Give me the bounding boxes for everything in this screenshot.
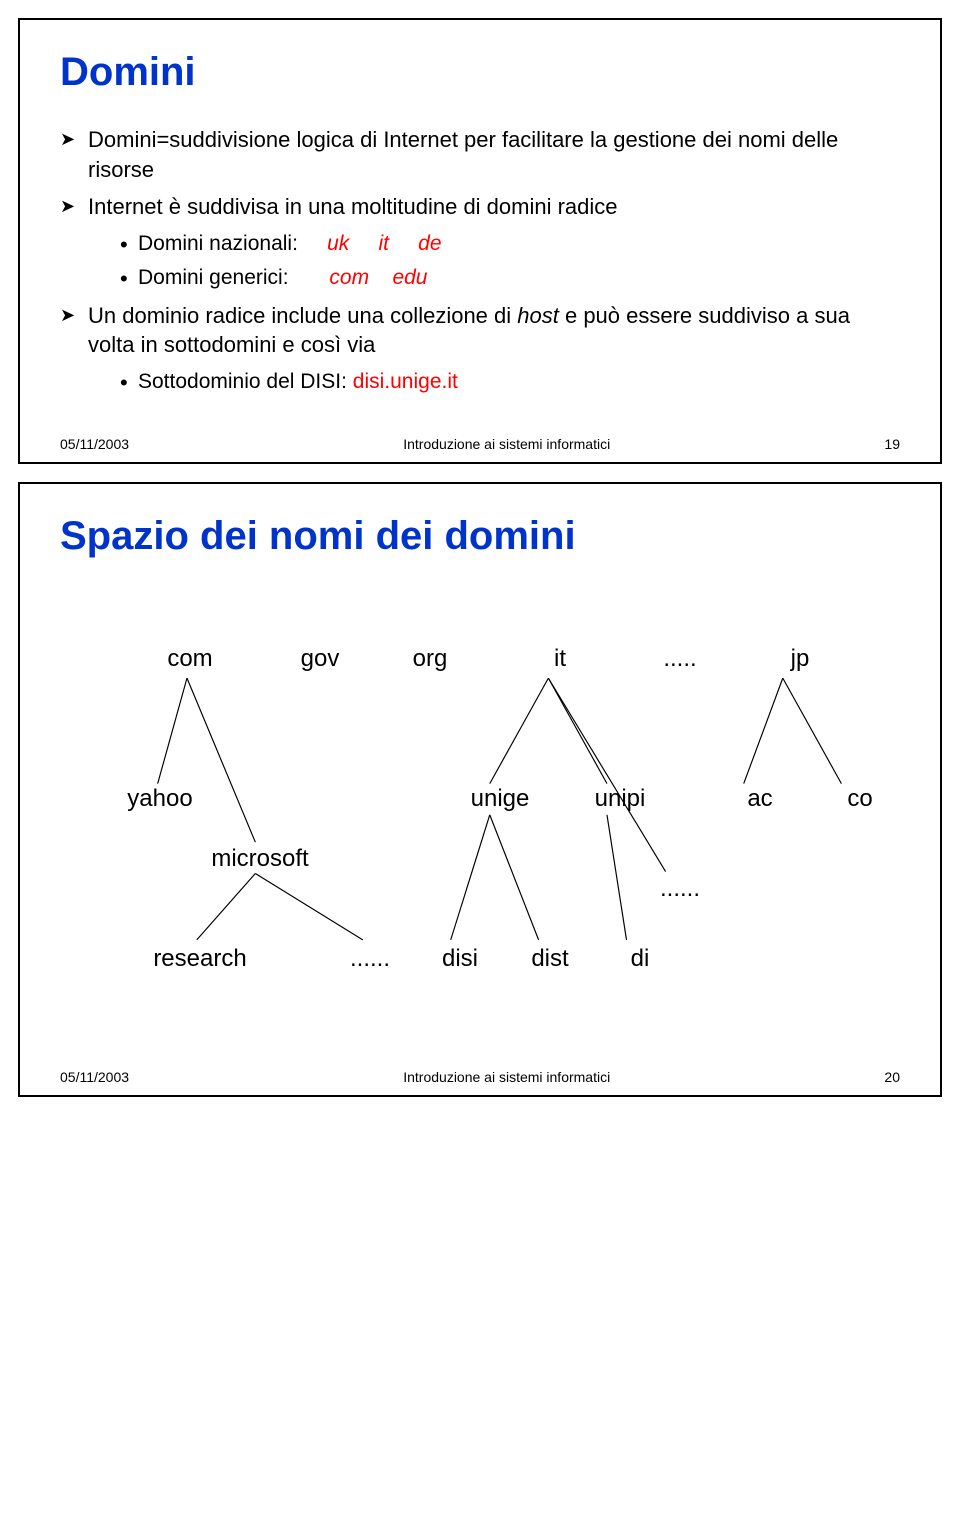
footer-date: 05/11/2003 [60,1069,129,1085]
bullet-sub-item: Domini nazionali: uk it de [120,230,900,258]
tree-edge [187,679,255,843]
sub-value: de [418,232,441,255]
footer-page: 20 [884,1069,900,1085]
tree-node-microsoft: microsoft [211,845,308,873]
slide-title: Spazio dei nomi dei domini [60,514,900,559]
tree-edge [548,679,665,872]
tree-node-dots2: ...... [350,945,390,973]
domain-tree: com gov org it..... jp yahoo microsoft research… [60,589,900,1029]
bullet-item: Domini=suddivisione logica di Internet p… [60,125,900,184]
bullet-list: Domini=suddivisione logica di Internet p… [60,125,900,396]
tree-node-disi: disi [442,945,478,973]
sub-label: Domini generici: [138,266,289,289]
tree-node-unipi: unipi [595,785,646,813]
tree-edge [197,874,256,940]
tree-node-org: org [413,645,448,673]
bullet-sub-item: Sottodominio del DISI: disi.unige.it [120,368,900,396]
tree-node-dots1: ..... [663,645,696,673]
sub-value: it [378,232,389,255]
text-host: host [517,303,559,328]
tree-edge [783,679,842,784]
tree-node-it: it [554,645,566,673]
footer-title: Introduzione ai sistemi informatici [129,1069,884,1085]
tree-edge [548,679,607,784]
footer-page: 19 [884,436,900,452]
tree-edge [744,679,783,784]
bullet-item: Internet è suddivisa in una moltitudine … [60,192,900,222]
slide-title: Domini [60,50,900,95]
slide-footer: 05/11/2003 Introduzione ai sistemi infor… [60,1069,900,1085]
tree-node-unige: unige [471,785,530,813]
tree-node-ac: ac [747,785,772,813]
slide-footer: 05/11/2003 Introduzione ai sistemi infor… [60,436,900,452]
sub-value: disi.unige.it [353,370,458,393]
tree-node-yahoo: yahoo [127,785,192,813]
tree-edge [451,815,490,940]
sub-label: Domini nazionali: [138,232,298,255]
footer-title: Introduzione ai sistemi informatici [129,436,884,452]
sub-value: uk [327,232,349,255]
tree-edge [490,815,539,940]
tree-edge [158,679,187,784]
bullet-item: Un dominio radice include una collezione… [60,301,900,360]
bullet-sub-item: Domini generici: com edu [120,264,900,292]
tree-node-di: di [631,945,650,973]
sub-label: Sottodominio del DISI: [138,370,353,393]
tree-node-research: research [153,945,246,973]
tree-node-jp: jp [791,645,810,673]
slide-spazio-nomi: Spazio dei nomi dei domini com gov org it..… [18,482,942,1097]
sub-value: com [329,266,369,289]
tree-edge [255,874,362,940]
footer-date: 05/11/2003 [60,436,129,452]
tree-node-co: co [847,785,872,813]
tree-node-dist: dist [531,945,568,973]
tree-edge [490,679,549,784]
tree-node-dots3: ...... [660,875,700,903]
sub-value: edu [392,266,427,289]
slide-domini: Domini Domini=suddivisione logica di Int… [18,18,942,464]
tree-edge [607,815,627,940]
text-part: Un dominio radice include una collezione… [88,303,517,328]
tree-node-gov: gov [301,645,340,673]
tree-node-com: com [167,645,212,673]
